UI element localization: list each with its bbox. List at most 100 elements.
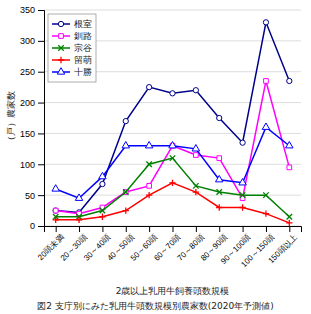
legend-item: 留萌 (52, 55, 92, 65)
title: 図2 支庁別にみた乳用牛頭数規模別農家数(2020年予測値) (37, 301, 274, 311)
y-tick-label: 200 (20, 98, 35, 108)
point (76, 217, 82, 223)
point (146, 84, 151, 89)
point (99, 172, 106, 178)
point (147, 184, 152, 189)
legend-label: 宗谷 (74, 43, 92, 53)
point (217, 115, 222, 120)
grid-line (44, 164, 301, 165)
y-tick: 300 (20, 36, 44, 46)
y-tick-mark (38, 226, 44, 227)
point (53, 208, 58, 213)
point (287, 78, 292, 83)
point (75, 194, 82, 200)
point (170, 155, 175, 160)
x-tick-mark (56, 226, 57, 232)
point (287, 214, 292, 219)
y-tick: 0 (30, 221, 44, 231)
point (123, 189, 128, 194)
y-tick-label: 100 (20, 160, 35, 170)
point (193, 189, 199, 195)
series-line (56, 22, 290, 212)
y-axis: 0 50 100 150 200 250 300 350 (20, 5, 45, 231)
point (123, 190, 128, 195)
point (146, 192, 152, 198)
chart: 0 50 100 150 200 250 300 350 20頭未満20～30頭30～40頭40… (0, 0, 311, 314)
legend-box (48, 14, 96, 82)
y-tick-label: 0 (30, 221, 35, 231)
legend: 根室釧路宗谷留萌十勝 (48, 14, 96, 82)
plot: 0 50 100 150 200 250 300 350 20頭未満20～30頭30～40頭40… (20, 5, 302, 269)
point (216, 175, 223, 181)
point (146, 162, 151, 167)
legend-label: 根室 (74, 19, 92, 29)
point (240, 140, 245, 145)
x-axis-line (45, 227, 302, 233)
point (264, 79, 269, 84)
x-tick-label: 150頭以上 (267, 233, 300, 266)
legend-marker (58, 21, 63, 26)
marks (52, 20, 293, 226)
point (193, 183, 198, 188)
legend-item: 釧路 (52, 31, 92, 41)
y-tick-mark (38, 195, 44, 196)
point (169, 180, 175, 186)
y-tick-label: 350 (20, 5, 35, 15)
point (262, 123, 269, 129)
point (123, 207, 129, 213)
x-tick-mark (173, 226, 174, 232)
point (217, 156, 222, 161)
point (286, 220, 292, 226)
x-tick-mark (149, 226, 150, 232)
legend-marker (58, 45, 63, 50)
legend-marker (59, 34, 64, 39)
x-tick: 150頭以上 (267, 226, 300, 265)
grid (44, 10, 301, 226)
x-axis: 20頭未満20～30頭30～40頭40～50頭50～60頭60～70頭70～80… (36, 226, 301, 269)
point (287, 165, 292, 170)
point (170, 91, 175, 96)
x-tick-mark (196, 226, 197, 232)
series-line (56, 183, 290, 223)
point (99, 214, 105, 220)
point (239, 204, 245, 210)
y-tick-label: 250 (20, 67, 35, 77)
point (239, 179, 246, 185)
x-tick-mark (102, 226, 103, 232)
y-tick: 100 (20, 160, 44, 170)
point (194, 153, 199, 158)
point (122, 141, 129, 147)
y-tick-mark (38, 103, 44, 104)
y-tick: 350 (20, 5, 44, 15)
legend-marker (57, 68, 64, 74)
y-tick-label: 50 (25, 191, 35, 201)
y-tick: 150 (20, 129, 44, 139)
x-tick-mark (126, 226, 127, 232)
point (100, 181, 105, 186)
point (263, 192, 268, 197)
legend-marker (58, 57, 64, 63)
x-tick-mark (219, 226, 220, 232)
point (145, 141, 152, 147)
x-tick-mark (266, 226, 267, 232)
x-tick-mark (243, 226, 244, 232)
y-tick-mark (38, 41, 44, 42)
point (169, 141, 176, 147)
series-line (56, 127, 290, 198)
point (52, 185, 59, 191)
y-axis-title: （戸）農家数 (6, 91, 16, 145)
legend-item: 宗谷 (52, 43, 92, 53)
y-tick-mark (38, 164, 44, 165)
y-tick-mark (38, 133, 44, 134)
x-tick-mark (79, 226, 80, 232)
y-tick-mark (38, 10, 44, 11)
point (263, 210, 269, 216)
y-axis-line (38, 11, 45, 227)
point (216, 204, 222, 210)
legend-label: 釧路 (74, 31, 92, 41)
point (53, 217, 59, 223)
point (123, 118, 128, 123)
point (192, 145, 199, 151)
x-tick-mark (289, 226, 290, 232)
y-tick-mark (38, 72, 44, 73)
